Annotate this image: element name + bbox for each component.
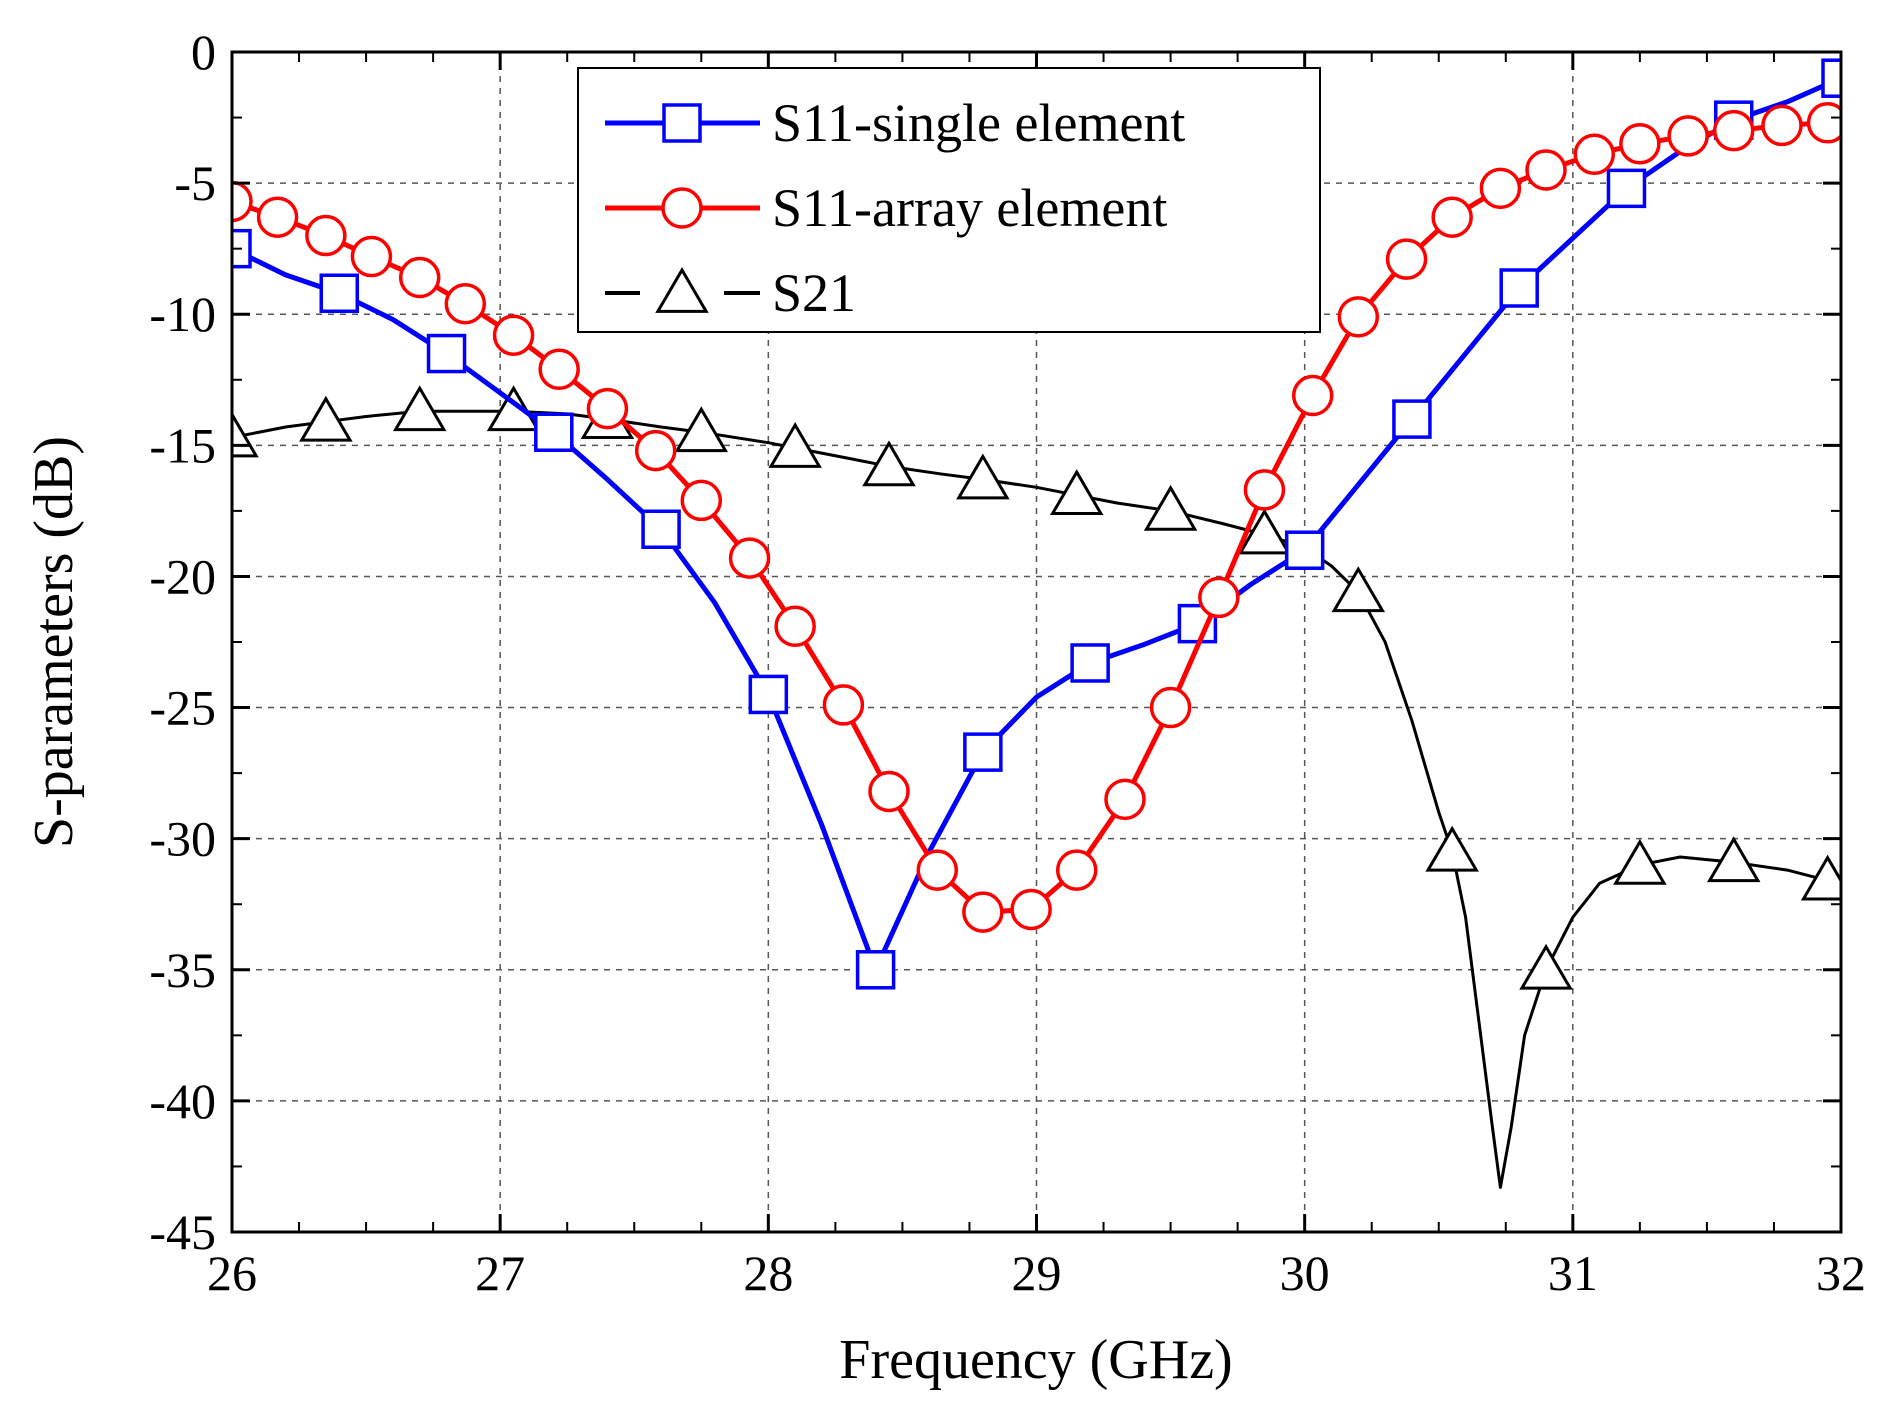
data-point-triangle [1143, 484, 1198, 531]
data-point-triangle [1519, 943, 1573, 990]
data-point-triangle [1425, 825, 1479, 872]
data-point-square [1821, 58, 1841, 98]
data-point-circle [868, 770, 910, 813]
legend-label: S21 [772, 263, 856, 323]
data-point-square [748, 674, 789, 715]
y-tick-label: -35 [149, 942, 216, 998]
data-point-circle [1104, 778, 1146, 821]
plot-series [232, 58, 1841, 1189]
legend-marker-square [662, 103, 702, 143]
data-point-square [855, 950, 896, 990]
data-point-circle [1806, 102, 1841, 144]
data-point-circle [774, 605, 816, 648]
data-point-circle [634, 429, 677, 472]
data-point-triangle [1613, 838, 1667, 885]
data-point-square [534, 412, 574, 452]
series-triangle [232, 385, 1841, 1189]
data-point-circle [1712, 109, 1755, 152]
y-axis-label: S-parameters (dB) [23, 436, 85, 848]
data-point-circle [398, 256, 441, 299]
data-point-circle [1573, 133, 1616, 176]
data-point-circle [492, 314, 535, 356]
series-square [232, 58, 1841, 990]
data-point-circle [444, 282, 487, 325]
y-tick-label: -20 [149, 548, 216, 604]
axis-ticks: 26 27 28 29 30 31 32 0 -5 -10 -15 -20 -25 -30 -35 -40 -4… [149, 24, 1866, 1301]
y-tick-label: -15 [149, 417, 216, 473]
x-tick-label: 28 [743, 1245, 793, 1301]
data-point-circle [538, 348, 580, 391]
data-point-square [319, 273, 360, 313]
data-point-circle [305, 214, 347, 257]
data-point-circle [680, 479, 723, 522]
data-point-circle [256, 196, 299, 238]
x-tick-label: 29 [1012, 1245, 1062, 1301]
data-point-square [1606, 168, 1647, 209]
data-point-triangle [768, 421, 822, 468]
data-point-circle [1619, 123, 1661, 165]
data-point-triangle [1706, 836, 1761, 883]
x-tick-label: 30 [1280, 1245, 1330, 1301]
data-point-circle [232, 180, 253, 223]
data-point-triangle [674, 406, 729, 453]
data-point-triangle [956, 453, 1010, 500]
y-tick-label: -45 [149, 1204, 216, 1260]
y-tick-label: -10 [149, 286, 216, 342]
x-tick-label: 31 [1548, 1245, 1598, 1301]
data-point-circle [962, 891, 1004, 933]
data-point-square [963, 732, 1003, 772]
data-point-triangle [862, 440, 916, 487]
data-point-circle [1525, 149, 1567, 191]
data-point-circle [1431, 196, 1473, 238]
data-point-circle [916, 849, 959, 891]
data-point-circle [1667, 115, 1709, 157]
x-tick-label: 32 [1816, 1245, 1866, 1301]
y-tick-label: -30 [149, 811, 216, 867]
data-point-triangle [1331, 566, 1386, 613]
legend: S11-single element S11-array element S21 [577, 67, 1321, 333]
data-point-triangle [1237, 508, 1292, 555]
legend-marker-circle [661, 187, 703, 229]
data-point-circle [1055, 849, 1098, 891]
data-point-circle [350, 235, 393, 278]
y-tick-label: -5 [174, 155, 216, 211]
data-point-circle [1243, 469, 1286, 511]
y-tick-label: -40 [149, 1073, 216, 1129]
data-point-circle [728, 537, 771, 579]
data-point-circle [1337, 296, 1380, 338]
data-point-circle [586, 387, 629, 430]
data-point-triangle [1049, 469, 1104, 516]
data-point-circle [1385, 238, 1428, 280]
legend-label: S11-array element [772, 178, 1167, 238]
legend-marker-triangle [655, 267, 709, 313]
data-point-circle [1198, 576, 1240, 619]
data-point-circle [1010, 888, 1052, 931]
data-point-square [641, 509, 681, 549]
data-point-square [1070, 643, 1110, 683]
data-point-circle [1291, 374, 1334, 417]
data-point-square [426, 333, 467, 374]
x-axis-label: Frequency (GHz) [839, 1329, 1232, 1391]
data-point-square [1284, 530, 1325, 570]
data-point-circle [1761, 104, 1803, 147]
y-tick-label: 0 [191, 24, 216, 80]
y-tick-label: -25 [149, 680, 216, 736]
x-tick-label: 26 [207, 1245, 257, 1301]
series-circle [232, 102, 1841, 933]
x-tick-label: 27 [475, 1245, 525, 1301]
data-point-circle [1149, 686, 1192, 729]
data-point-triangle [392, 385, 447, 432]
data-point-square [1392, 399, 1432, 439]
data-point-circle [822, 684, 865, 726]
data-point-triangle [299, 395, 353, 442]
legend-label: S11-single element [772, 93, 1185, 153]
data-point-circle [1479, 167, 1522, 210]
data-point-square [1499, 268, 1539, 308]
